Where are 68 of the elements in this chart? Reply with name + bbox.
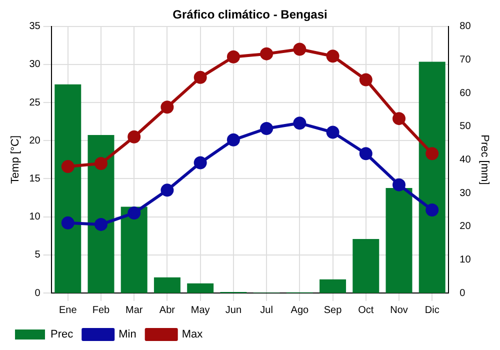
point [293, 116, 306, 130]
y2-tick-label: 20 [460, 221, 472, 232]
point [260, 122, 274, 135]
point [94, 218, 108, 231]
point [326, 50, 340, 63]
y-axis-title: Temp [°C] [10, 135, 22, 184]
x-tick-label: May [190, 304, 210, 316]
x-tick-label: Dic [424, 304, 440, 316]
x-tick-label: Ene [58, 304, 78, 316]
point [359, 73, 372, 86]
legend-label: Max [182, 328, 204, 341]
bar [352, 239, 380, 293]
bar [154, 277, 180, 293]
x-tick-label: Ago [290, 304, 309, 316]
point [359, 147, 372, 160]
x-tick-label: Mar [125, 304, 144, 316]
point [293, 42, 306, 56]
bar [54, 84, 82, 293]
point [226, 133, 240, 146]
point [61, 216, 74, 230]
y2-tick-label: 40 [460, 154, 472, 166]
y-tick-label: 10 [29, 212, 41, 223]
y2-tick-label: 30 [460, 188, 472, 199]
bar [88, 135, 114, 293]
y-tick-label: 15 [29, 173, 41, 184]
y-tick-label: 20 [29, 135, 41, 146]
y-tick-label: 0 [34, 288, 41, 299]
x-tick-label: Oct [358, 304, 374, 316]
x-tick-label: Sep [324, 304, 342, 316]
bar [120, 206, 148, 293]
x-tick-label: Jun [225, 304, 242, 316]
point [260, 47, 274, 60]
bar [187, 283, 214, 293]
point [392, 112, 406, 126]
point [226, 50, 240, 64]
y2-tick-label: 80 [460, 21, 472, 32]
point [326, 126, 340, 139]
bar [386, 188, 412, 293]
point [426, 203, 439, 216]
y-tick-label: 35 [29, 21, 41, 32]
point [194, 156, 207, 170]
x-tick-label: Nov [390, 304, 408, 316]
y2-tick-label: 70 [460, 54, 472, 66]
legend-label: Prec [50, 328, 74, 341]
bar [418, 62, 446, 293]
point [426, 147, 439, 160]
y-tick-label: 5 [34, 250, 41, 261]
bar [320, 279, 346, 293]
y2-tick-label: 60 [460, 88, 472, 99]
y2-axis-title: Prec [mm] [478, 134, 490, 185]
y2-tick-label: 10 [460, 254, 472, 266]
x-tick-label: Abr [159, 304, 176, 316]
y-tick-label: 25 [29, 97, 41, 108]
y2-tick-label: 50 [460, 121, 472, 132]
point [128, 206, 141, 220]
point [392, 178, 406, 192]
point [61, 160, 74, 174]
chart-title: Gráfico climático - Bengasi [172, 8, 328, 22]
point [160, 184, 174, 197]
legend-label: Min [118, 328, 136, 341]
point [94, 157, 108, 170]
point [128, 130, 141, 144]
point [160, 100, 174, 114]
y-tick-label: 30 [29, 59, 41, 70]
x-tick-label: Jul [260, 304, 273, 316]
y2-tick-label: 0 [460, 288, 466, 299]
point [194, 70, 207, 84]
x-tick-label: Feb [92, 304, 110, 316]
